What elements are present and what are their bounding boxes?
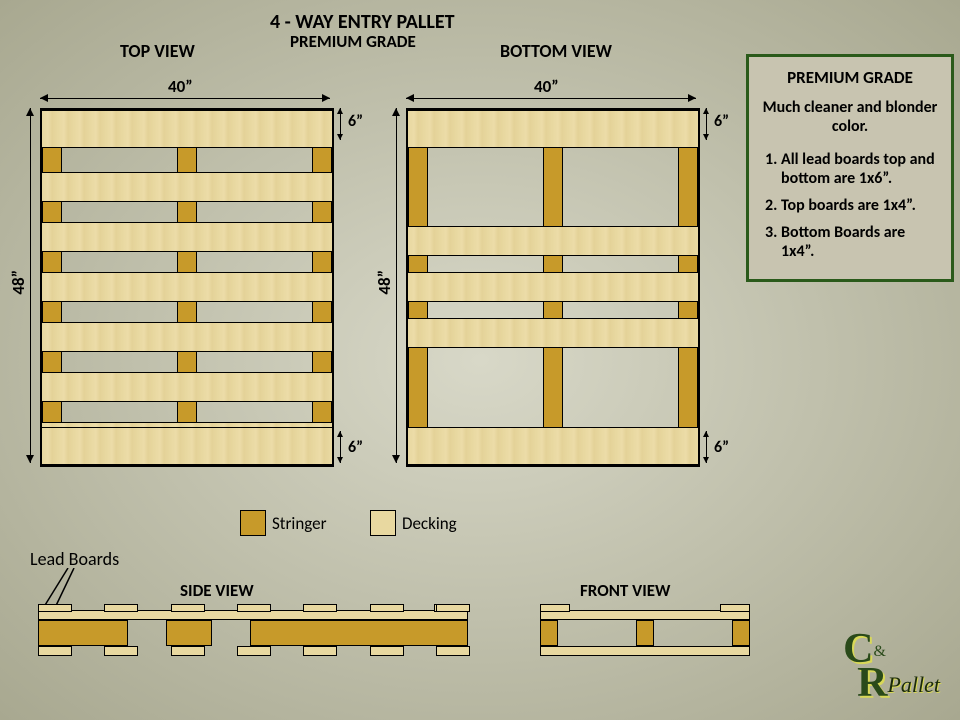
info-heading: PREMIUM GRADE [761,67,939,88]
side-view-pallet [38,604,468,666]
bottom-lead-dim-1: 6” [714,112,729,131]
top-width-arrow [40,98,330,99]
front-top-deck [540,610,750,620]
side-stringer [250,620,468,646]
deck-board [408,226,698,256]
side-bottom-deck [370,646,404,656]
legend-decking-label: Decking [402,513,457,534]
side-view-label: SIDE VIEW [180,580,254,601]
side-top-seg [171,604,205,612]
deck-board [408,272,698,302]
bottom-view-label: BOTTOM VIEW [500,40,612,62]
bottom-width-dim: 40” [534,76,559,97]
deck-board [42,272,332,302]
side-stringer [166,620,212,646]
side-top-seg [237,604,271,612]
deck-board [42,222,332,252]
front-bottom-deck [540,646,750,656]
lead-board [408,427,698,465]
bottom-lead-dim-2: 6” [714,438,729,457]
top-lead-arrow-1 [340,108,341,140]
side-top-seg [303,604,337,612]
side-bottom-deck [38,646,72,656]
top-view-pallet [40,108,334,467]
legend-decking-swatch [370,510,396,536]
subtitle: PREMIUM GRADE [290,31,416,52]
info-item: Bottom Boards are 1x4”. [781,223,939,261]
legend-stringer-label: Stringer [272,513,327,534]
side-stringer [38,620,128,646]
top-height-arrow [30,108,31,463]
top-height-dim: 48” [8,270,29,295]
deck-board [42,372,332,402]
lead-board [408,110,698,148]
side-bottom-deck [104,646,138,656]
front-stringer [732,620,750,646]
info-intro: Much cleaner and blonder color. [761,98,939,136]
lead-board [42,427,332,465]
side-bottom-deck [436,646,470,656]
front-view-pallet [540,604,750,666]
front-view-label: FRONT VIEW [580,580,670,601]
bottom-lead-arrow-2 [706,431,707,463]
top-lead-dim-1: 6” [348,112,363,131]
info-item: Top boards are 1x4”. [781,196,939,215]
logo-text: Pallet [887,672,940,697]
bottom-view-pallet [406,108,700,467]
top-view-label: TOP VIEW [120,40,195,62]
front-lead [540,604,570,612]
info-box: PREMIUM GRADE Much cleaner and blonder c… [746,54,954,282]
front-stringer [540,620,558,646]
deck-board [408,318,698,348]
legend-stringer-swatch [240,510,266,536]
bottom-height-arrow [396,108,397,463]
top-lead-dim-2: 6” [348,438,363,457]
side-top-seg [38,604,72,612]
side-top-seg [436,604,470,612]
info-item: All lead boards top and bottom are 1x6”. [781,150,939,188]
front-stringer [636,620,654,646]
logo-r: R [857,667,887,701]
deck-board [42,322,332,352]
side-bottom-deck [237,646,271,656]
side-top-seg [370,604,404,612]
side-bottom-deck [171,646,205,656]
side-bottom-deck [303,646,337,656]
bottom-width-arrow [406,98,696,99]
lead-board [42,110,332,148]
top-width-dim: 40” [168,76,193,97]
bottom-lead-arrow-1 [706,108,707,140]
brand-logo: C& RPallet [843,633,940,702]
logo-amp: & [873,643,885,660]
top-lead-arrow-2 [340,431,341,463]
front-lead [720,604,750,612]
side-top-seg [104,604,138,612]
lead-boards-label: Lead Boards [30,548,119,570]
info-list: All lead boards top and bottom are 1x6”.… [761,150,939,261]
bottom-height-dim: 48” [374,270,395,295]
deck-board [42,172,332,202]
